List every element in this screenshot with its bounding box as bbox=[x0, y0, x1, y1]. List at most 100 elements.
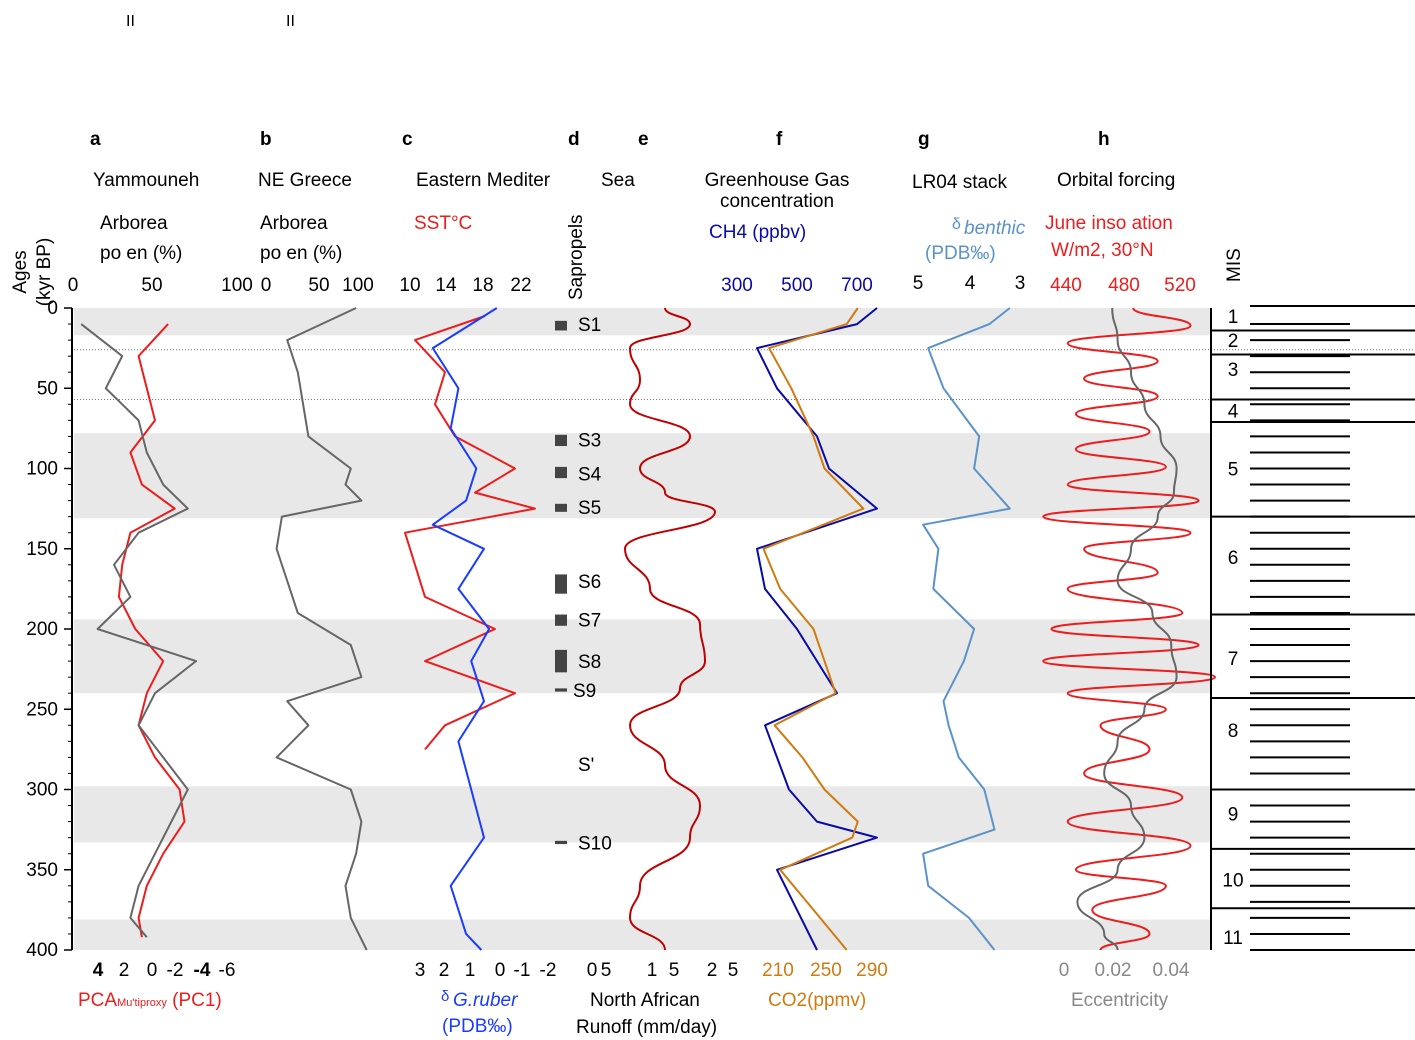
mis-stage-10: 10 bbox=[1222, 870, 1243, 891]
panel-subtitle-b-1: Arborea bbox=[260, 213, 328, 234]
header-mark-2: II bbox=[286, 13, 295, 30]
panel-letter-b: b bbox=[260, 129, 272, 150]
panel-top-symbol-g: δ bbox=[952, 216, 961, 233]
panel-title-b: NE Greece bbox=[258, 170, 352, 191]
top-tick-h-1: 480 bbox=[1108, 275, 1140, 296]
y-tick-label-300: 300 bbox=[26, 780, 58, 801]
bottom-label-c-symbol: δ bbox=[441, 988, 449, 1005]
panel-headers: a Yammouneh Arborea po en (%) b NE Greec… bbox=[90, 129, 1245, 300]
bottom-tick-e-2: 1 bbox=[647, 960, 658, 981]
bottom-tick-h-0: 0 bbox=[1059, 960, 1070, 981]
series-line-f-7 bbox=[762, 307, 865, 951]
bottom-tick-e-5: 5 bbox=[728, 960, 739, 981]
mis-column: 1 2 3 4 5 6 7 8 9 10 11 bbox=[1210, 305, 1415, 951]
panel-title-d: Sea bbox=[601, 170, 635, 191]
bottom-tick-e-4: 2 bbox=[707, 960, 718, 981]
mis-stage-7: 7 bbox=[1228, 649, 1239, 670]
bottom-tick-a-4: -4 bbox=[194, 960, 211, 981]
top-tick-a-2: 100 bbox=[221, 275, 253, 296]
y-axis: 0 50 100 150 200 250 300 350 400 Ages (kyr BP) bbox=[10, 238, 73, 961]
bottom-tick-c-5: -2 bbox=[540, 960, 557, 981]
mis-stage-4: 4 bbox=[1228, 402, 1239, 423]
mis-stage-8: 8 bbox=[1228, 721, 1239, 742]
y-tick-label-200: 200 bbox=[26, 619, 58, 640]
top-tick-labels: 0 50 100 0 50 100 10 14 18 22 300 500 70… bbox=[68, 273, 1196, 296]
mis-stage-6: 6 bbox=[1228, 548, 1239, 569]
panel-letter-f: f bbox=[776, 129, 783, 150]
sapropel-label-S1: S1 bbox=[578, 315, 601, 336]
sapropel-label-S3: S3 bbox=[578, 431, 601, 452]
panel-top-label-g: benthic bbox=[964, 218, 1026, 239]
mis-stage-2: 2 bbox=[1228, 331, 1239, 352]
bottom-label-e-2: Runoff (mm/day) bbox=[576, 1017, 717, 1038]
top-tick-a-1: 50 bbox=[141, 275, 162, 296]
header-mark-1: II bbox=[126, 13, 135, 30]
sapropel-band-S7 bbox=[555, 614, 567, 626]
bottom-tick-a-5: -6 bbox=[219, 960, 236, 981]
bottom-tick-f-1: 250 bbox=[810, 960, 842, 981]
panel-letter-e: e bbox=[638, 129, 649, 150]
series-line-c-3 bbox=[404, 315, 536, 751]
panel-letter-c: c bbox=[402, 129, 413, 150]
panel-subtitle-b-2: po en (%) bbox=[260, 243, 342, 264]
top-tick-f-2: 700 bbox=[841, 275, 873, 296]
mis-stage-3: 3 bbox=[1228, 360, 1239, 381]
bottom-tick-a-1: 2 bbox=[119, 960, 130, 981]
bottom-tick-labels: 4 2 0 -2 -4 -6 3 2 1 0 -1 -2 0 5 1 5 2 5… bbox=[93, 960, 1190, 981]
panel-title-g: LR04 stack bbox=[912, 172, 1008, 193]
sapropel-band-S4 bbox=[555, 466, 567, 479]
panel-title-f-2: concentration bbox=[720, 191, 834, 212]
top-tick-g-0: 5 bbox=[913, 273, 924, 294]
y-tick-label-150: 150 bbox=[26, 539, 58, 560]
bottom-tick-e-3: 5 bbox=[669, 960, 680, 981]
series-line-e-5 bbox=[624, 307, 716, 951]
sapropel-label-S4: S4 bbox=[578, 464, 602, 485]
sapropel-label-S6: S6 bbox=[578, 572, 601, 593]
panel-subtitle-a-2: po en (%) bbox=[100, 243, 182, 264]
top-tick-b-0: 0 bbox=[261, 275, 272, 296]
bottom-tick-c-4: -1 bbox=[514, 960, 531, 981]
shaded-interval-3 bbox=[74, 786, 1211, 843]
top-tick-g-1: 4 bbox=[965, 273, 976, 294]
top-tick-a-0: 0 bbox=[68, 275, 79, 296]
top-tick-f-0: 300 bbox=[721, 275, 753, 296]
bottom-label-a: PCAMu'tiproxy (PC1) bbox=[78, 990, 222, 1011]
sapropel-band-S6 bbox=[555, 574, 567, 594]
top-tick-h-0: 440 bbox=[1050, 275, 1082, 296]
sapropel-band-S5 bbox=[555, 503, 567, 512]
sapropel-band-S8 bbox=[555, 649, 567, 673]
shaded-intervals bbox=[74, 308, 1211, 950]
bottom-tick-c-3: 0 bbox=[495, 960, 506, 981]
series-line-c-4 bbox=[431, 307, 498, 951]
mis-stage-5: 5 bbox=[1228, 460, 1239, 481]
bottom-tick-c-2: 1 bbox=[465, 960, 476, 981]
shaded-interval-2 bbox=[74, 619, 1211, 694]
panel-title-f-1: Greenhouse Gas bbox=[705, 170, 850, 191]
series-line-h-10 bbox=[1076, 307, 1178, 951]
y-tick-label-400: 400 bbox=[26, 940, 58, 961]
bottom-axis-labels: PCAMu'tiproxy (PC1) δ G.ruber (PDB‰) Nor… bbox=[78, 988, 1169, 1038]
bottom-tick-h-2: 0.04 bbox=[1153, 960, 1190, 981]
y-tick-label-0: 0 bbox=[47, 298, 58, 319]
sapropel-band-S3 bbox=[555, 434, 567, 447]
shaded-interval-4 bbox=[74, 919, 1211, 950]
top-tick-b-1: 50 bbox=[308, 275, 329, 296]
bottom-tick-c-0: 3 bbox=[415, 960, 426, 981]
sapropel-label-S9: S9 bbox=[573, 681, 596, 702]
panel-title-c: Eastern Mediter bbox=[416, 170, 551, 191]
series-line-f-6 bbox=[756, 307, 878, 951]
shaded-interval-0 bbox=[74, 308, 1211, 336]
mis-label: MIS bbox=[1224, 248, 1245, 282]
sapropel-markers: S1 S3 S4 S5 S6 S7 S8 S9 S' S10 bbox=[555, 315, 612, 854]
panel-subtitle-a-1: Arborea bbox=[100, 213, 168, 234]
y-tick-label-250: 250 bbox=[26, 699, 58, 720]
y-axis-label-line2: (kyr BP) bbox=[34, 238, 55, 307]
panel-top-label-c: SST°C bbox=[414, 213, 472, 234]
y-tick-label-100: 100 bbox=[26, 459, 58, 480]
series-line-a-0 bbox=[117, 323, 186, 938]
bottom-tick-a-3: -2 bbox=[167, 960, 184, 981]
sapropel-band-S9 bbox=[555, 688, 567, 692]
bottom-tick-c-1: 2 bbox=[439, 960, 450, 981]
sapropel-label-S5: S5 bbox=[578, 498, 601, 519]
sapropel-label-S10: S10 bbox=[578, 833, 612, 854]
